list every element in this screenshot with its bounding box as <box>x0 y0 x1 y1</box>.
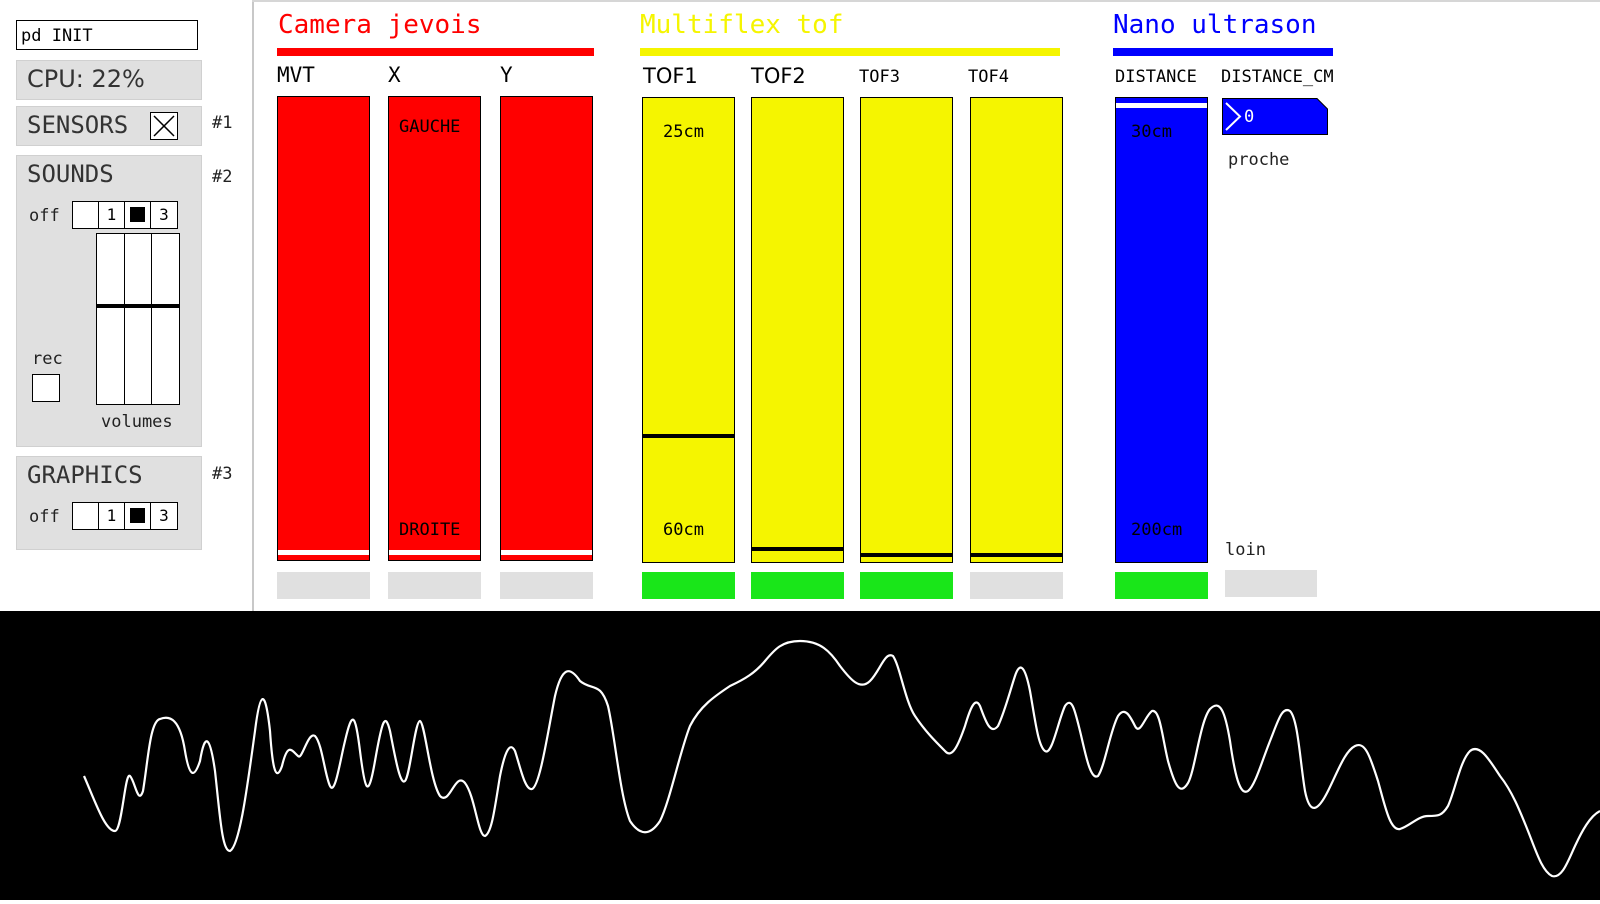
rec-toggle[interactable] <box>32 374 60 402</box>
x-label: X <box>388 63 401 87</box>
sensors-label: SENSORS <box>27 111 129 139</box>
mvt-level-marker <box>278 550 369 555</box>
tof3-level-marker <box>861 553 952 557</box>
tof1-bang[interactable] <box>642 572 735 599</box>
sensors-tag: #1 <box>212 113 233 133</box>
distance-cm-value: 0 <box>1244 107 1255 127</box>
sounds-off-label: off <box>29 206 60 226</box>
tof4-label: TOF4 <box>968 67 1009 87</box>
mvt-meter[interactable] <box>277 96 370 561</box>
sensors-box: SENSORS <box>16 106 202 146</box>
graphics-radio[interactable]: 1 3 <box>72 502 178 530</box>
volume-slider-knob <box>97 304 124 308</box>
distance-label: DISTANCE <box>1115 67 1197 87</box>
tof1-top-label: 25cm <box>663 122 704 142</box>
cpu-label: CPU: 22% <box>27 65 145 93</box>
distance-cm-label: DISTANCE_CM <box>1221 67 1334 87</box>
x-top-label: GAUCHE <box>399 117 461 137</box>
tof1-meter[interactable]: 25cm 60cm <box>642 97 735 563</box>
distance-bang[interactable] <box>1115 572 1208 599</box>
tof1-bottom-label: 60cm <box>663 520 704 540</box>
tof4-level-marker <box>971 553 1062 557</box>
graphics-tag: #3 <box>212 464 233 484</box>
tof2-meter[interactable] <box>751 97 844 563</box>
sounds-radio[interactable]: 1 3 <box>72 201 178 229</box>
sensors-toggle[interactable] <box>150 112 178 140</box>
camera-title: Camera jevois <box>278 10 482 40</box>
tof3-label: TOF3 <box>859 67 900 87</box>
graphics-radio-2[interactable] <box>125 503 151 529</box>
distance-level-marker <box>1116 103 1207 108</box>
nano-title: Nano ultrason <box>1113 10 1317 40</box>
y-bang[interactable] <box>500 572 593 599</box>
sounds-radio-3[interactable]: 3 <box>159 205 169 224</box>
left-panel: pd INIT CPU: 22% SENSORS #1 SOUNDS off 1… <box>0 0 254 611</box>
loin-label: loin <box>1225 540 1266 560</box>
sounds-label: SOUNDS <box>27 160 114 188</box>
graphics-off-label: off <box>29 507 60 527</box>
volume-slider-1[interactable] <box>97 234 125 404</box>
tof2-level-marker <box>752 547 843 551</box>
top-border <box>252 0 1600 2</box>
graphics-radio-0[interactable] <box>73 503 99 529</box>
nano-underline <box>1113 48 1333 56</box>
tof2-label: TOF2 <box>751 64 806 88</box>
tof3-meter[interactable] <box>860 97 953 563</box>
toggle-x-icon <box>153 115 175 137</box>
x-bottom-label: DROITE <box>399 520 461 540</box>
tof1-level-marker <box>643 434 734 438</box>
volume-sliders <box>96 233 180 405</box>
graphics-label: GRAPHICS <box>27 461 143 489</box>
sounds-box: SOUNDS off 1 3 rec volumes <box>16 155 202 447</box>
waveform-line <box>82 639 1600 878</box>
distance-cm-bang[interactable] <box>1225 570 1317 597</box>
x-meter[interactable]: GAUCHE DROITE <box>388 96 481 561</box>
distance-bottom-label: 200cm <box>1131 520 1183 540</box>
y-level-marker <box>501 550 592 555</box>
y-label: Y <box>500 63 513 87</box>
tof3-bang[interactable] <box>860 572 953 599</box>
x-bang[interactable] <box>388 572 481 599</box>
distance-top-label: 30cm <box>1131 122 1172 142</box>
sounds-radio-1[interactable]: 1 <box>99 202 125 228</box>
rec-label: rec <box>32 349 63 369</box>
tof-title: Multiflex tof <box>640 10 844 40</box>
mvt-bang[interactable] <box>277 572 370 599</box>
graphics-box: GRAPHICS off 1 3 <box>16 456 202 550</box>
tof2-bang[interactable] <box>751 572 844 599</box>
cpu-box: CPU: 22% <box>16 60 202 100</box>
mvt-label: MVT <box>277 63 315 87</box>
distance-cm-number[interactable]: 0 <box>1222 98 1328 135</box>
tof4-bang[interactable] <box>970 572 1063 599</box>
waveform-svg <box>82 639 1600 878</box>
volume-slider-knob <box>152 304 180 308</box>
y-meter[interactable] <box>500 96 593 561</box>
graphics-radio-1[interactable]: 1 <box>99 503 125 529</box>
camera-underline <box>277 48 594 56</box>
tof4-meter[interactable] <box>970 97 1063 563</box>
pd-init-object[interactable]: pd INIT <box>16 20 198 50</box>
x-level-marker <box>389 550 480 555</box>
sounds-radio-0[interactable] <box>73 202 99 228</box>
volumes-label: volumes <box>101 412 173 432</box>
distance-meter[interactable]: 30cm 200cm <box>1115 97 1208 563</box>
volume-slider-knob <box>124 304 152 308</box>
graphics-radio-3[interactable]: 3 <box>159 506 169 525</box>
sounds-radio-2[interactable] <box>125 202 151 228</box>
sounds-tag: #2 <box>212 167 233 187</box>
tof1-label: TOF1 <box>643 64 698 88</box>
volume-slider-3[interactable] <box>152 234 180 404</box>
tof-underline <box>640 48 1060 56</box>
number-box-shape <box>1222 98 1328 135</box>
proche-label: proche <box>1228 150 1290 170</box>
volume-slider-2[interactable] <box>124 234 153 404</box>
waveform-display <box>0 611 1600 900</box>
